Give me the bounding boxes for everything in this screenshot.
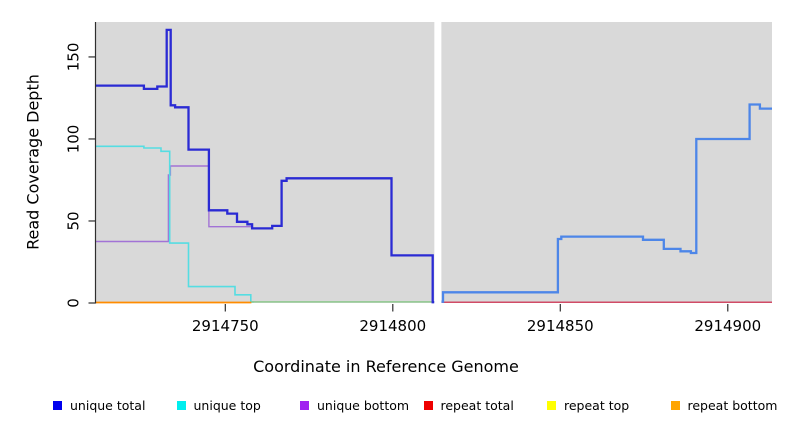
legend: unique total unique top unique bottom repea… [0,398,792,422]
legend-label: repeat bottom [687,398,778,413]
legend-label: repeat total [440,398,514,413]
y-tick-label: 0 [65,298,83,308]
legend-swatch-icon [53,401,62,410]
series-unique-top [96,145,254,303]
x-tick-label: 2914750 [192,317,259,335]
y-tick-label: 50 [65,211,83,230]
legend-label: repeat top [564,398,630,413]
x-tick-label: 2914800 [359,317,426,335]
no-data-gap [434,21,442,305]
series-unique-total-left-of-gap- [96,28,435,304]
x-tick-label: 2914900 [694,317,761,335]
legend-item: unique bottom [300,398,409,413]
legend-item: unique total [53,398,145,413]
x-tick-label: 2914850 [527,317,594,335]
y-axis-title: Read Coverage Depth [23,74,43,250]
legend-swatch-icon [670,401,680,410]
plot-background [96,22,772,303]
x-axis-title: Coordinate in Reference Genome [253,357,519,376]
legend-item: unique top [176,398,261,413]
legend-item: repeat bottom [670,398,778,413]
legend-swatch-icon [300,401,309,410]
legend-label: unique bottom [317,398,410,413]
legend-item: repeat total [423,398,514,413]
legend-swatch-icon [423,401,433,410]
series-unique-total-right-of-gap- [441,103,772,303]
legend-swatch-icon [547,401,556,410]
legend-item: repeat top [547,398,629,413]
legend-swatch-icon [176,401,186,410]
legend-label: unique top [193,398,261,413]
y-tick-label: 150 [65,43,83,72]
y-tick-label: 100 [65,125,83,154]
legend-label: unique total [70,398,146,413]
